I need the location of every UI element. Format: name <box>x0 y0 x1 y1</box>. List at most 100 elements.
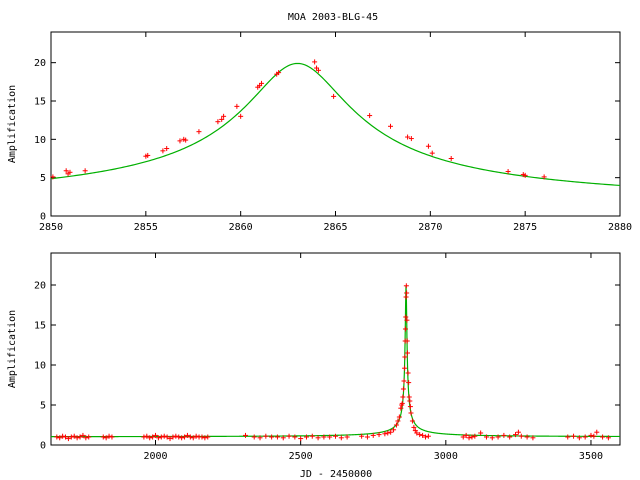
top-y-axis-label: Amplification <box>7 85 18 163</box>
bottom-data-point <box>251 434 257 440</box>
top-data-point <box>541 174 547 180</box>
bottom-data-point <box>466 435 472 441</box>
top-data-point <box>164 146 170 152</box>
bottom-data-point <box>54 434 60 440</box>
bottom-data-point <box>179 435 185 441</box>
bottom-data-point <box>460 434 466 440</box>
bottom-data-point <box>364 434 370 440</box>
bottom-data-point <box>80 432 86 438</box>
bottom-data-point <box>257 435 263 441</box>
bottom-data-point <box>489 435 495 441</box>
bottom-data-point <box>405 370 411 376</box>
top-data-point <box>522 172 528 178</box>
bottom-data-point <box>512 432 518 438</box>
bottom-data-point <box>274 434 280 440</box>
bottom-data-point <box>600 434 606 440</box>
bottom-data-point <box>202 435 208 441</box>
bottom-data-point <box>605 435 611 441</box>
bottom-data-point <box>193 433 199 439</box>
bottom-y-tick-label: 0 <box>40 441 46 452</box>
bottom-data-point <box>404 338 410 344</box>
bottom-data-point <box>150 434 156 440</box>
top-y-tick-label: 0 <box>40 212 46 223</box>
bottom-data-point <box>402 365 408 371</box>
bottom-data-point <box>321 434 327 440</box>
top-data-point <box>315 67 321 73</box>
top-data-point <box>505 169 511 175</box>
bottom-data-point <box>333 433 338 439</box>
bottom-data-point <box>167 436 173 442</box>
bottom-data-point <box>406 394 412 400</box>
bottom-data-point <box>388 429 394 435</box>
top-data-point <box>145 152 151 158</box>
bottom-data-point <box>530 435 536 441</box>
bottom-data-point <box>144 433 150 439</box>
bottom-data-point <box>507 434 513 440</box>
bottom-data-point <box>403 283 409 289</box>
top-x-tick-label: 2860 <box>229 222 253 233</box>
bottom-data-point <box>315 435 321 441</box>
top-data-point <box>388 123 394 129</box>
bottom-x-tick-label: 2000 <box>143 451 167 462</box>
bottom-data-point <box>63 434 69 440</box>
top-x-tick-label: 2855 <box>134 222 158 233</box>
bottom-data-point <box>190 435 196 441</box>
bottom-data-point <box>472 433 478 439</box>
bottom-data-point <box>109 434 115 440</box>
bottom-data-point <box>401 378 407 384</box>
top-x-tick-label: 2850 <box>39 222 63 233</box>
bottom-y-axis-label: Amplification <box>7 310 18 388</box>
bottom-data-point <box>565 434 571 440</box>
bottom-data-point <box>414 430 420 436</box>
bottom-data-point <box>402 326 408 332</box>
top-y-tick-label: 10 <box>34 135 46 146</box>
bottom-data-point <box>403 314 409 320</box>
bottom-data-point <box>158 434 164 440</box>
bottom-data-point <box>184 432 190 438</box>
top-data-point <box>276 70 282 76</box>
bottom-plot-frame <box>50 252 621 446</box>
top-data-point <box>429 150 435 156</box>
top-data-point <box>82 168 88 174</box>
bottom-data-point <box>406 380 412 386</box>
chart-title: MOA 2003-BLG-45 <box>288 12 378 23</box>
top-y-tick-label: 20 <box>34 58 46 69</box>
bottom-data-point <box>164 434 170 440</box>
bottom-data-point <box>398 405 404 411</box>
bottom-data-point <box>359 433 365 439</box>
bottom-data-point <box>382 431 388 437</box>
bottom-y-tick-label: 10 <box>34 361 46 372</box>
bottom-data-point <box>187 434 193 440</box>
bottom-data-point <box>338 435 344 441</box>
bottom-data-point <box>396 414 402 420</box>
bottom-data-point <box>286 433 292 439</box>
top-data-point <box>259 80 265 86</box>
bottom-data-point <box>103 435 109 441</box>
bottom-data-point <box>280 435 286 441</box>
top-data-point <box>448 156 454 161</box>
bottom-data-point <box>571 433 577 439</box>
bottom-data-point <box>515 429 521 435</box>
bottom-data-point <box>106 433 112 439</box>
bottom-y-tick-label: 5 <box>40 401 46 412</box>
bottom-data-point <box>385 430 391 436</box>
bottom-data-point <box>155 435 161 441</box>
top-data-point <box>405 134 411 140</box>
bottom-data-point <box>588 432 594 438</box>
top-x-tick-label: 2875 <box>513 222 537 233</box>
bottom-data-point <box>501 432 507 438</box>
top-plot-frame <box>50 31 621 217</box>
bottom-data-point <box>409 418 415 424</box>
bottom-data-point <box>65 436 71 442</box>
top-data-point <box>408 136 414 142</box>
top-data-point <box>312 59 318 65</box>
bottom-data-point <box>376 432 382 438</box>
bottom-data-point <box>292 434 298 440</box>
bottom-data-point <box>463 432 469 438</box>
bottom-data-point <box>483 434 489 440</box>
top-data-point <box>183 137 189 143</box>
bottom-data-point <box>269 434 275 440</box>
bottom-data-point <box>68 434 74 440</box>
bottom-data-point <box>594 429 600 435</box>
bottom-data-point <box>303 434 309 440</box>
